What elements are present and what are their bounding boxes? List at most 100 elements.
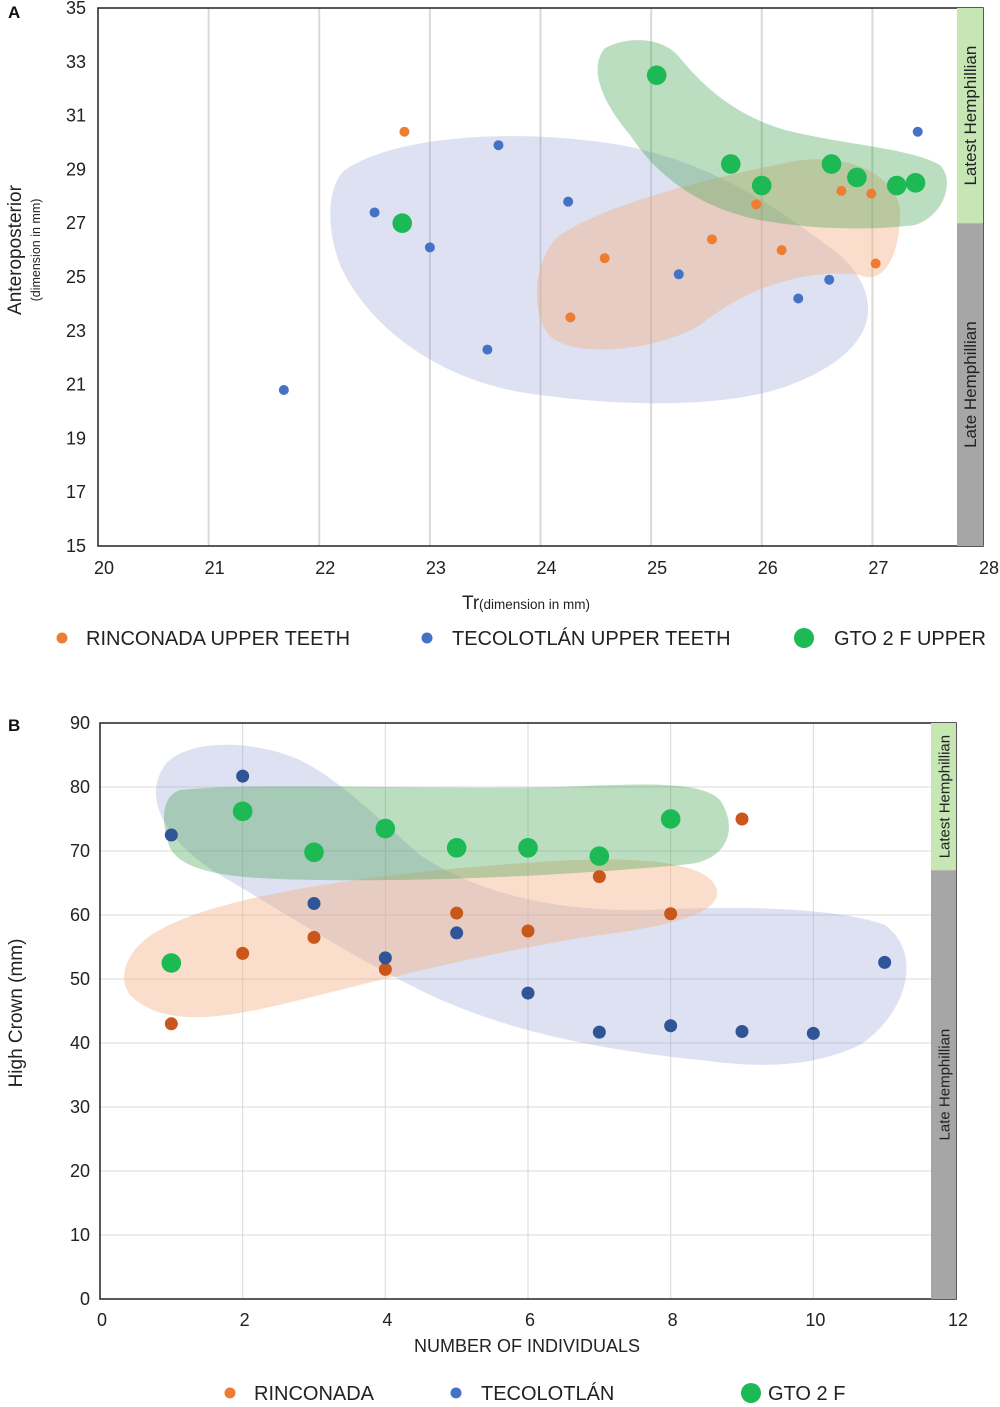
panel-a-point-rinconada: [751, 199, 762, 210]
panel-a-band-late: [957, 223, 983, 546]
panel-b-point-tecolotlan: [878, 955, 892, 969]
panel-a-grid: [207, 8, 874, 546]
panel-b-ytick-label: 40: [70, 1033, 90, 1053]
rinconada-envelope-a: [536, 159, 901, 350]
legend-rinconada-upper-label: RINCONADA UPPER TEETH: [86, 628, 350, 650]
panel-b-point-rinconada: [450, 906, 464, 920]
panel-a-ytick-label: 21: [66, 375, 86, 395]
panel-b-band-label: Late Hemphillian: [937, 1029, 954, 1141]
panel-a-xtick-label: 27: [868, 558, 888, 578]
panel-a-xtick-label: 23: [426, 558, 446, 578]
panel-a-point-tecolotlan: [424, 242, 435, 253]
panel-b-tick-labels: 0 2 4 6 8 10 12 0 10 20 30 40 50 60 70 80 90: [70, 713, 968, 1330]
panel-a-point-gto: [646, 65, 667, 86]
panel-b-points: [161, 769, 892, 1040]
panel-b-ylabel: High Crown (mm): [6, 939, 27, 1088]
panel-a: A Latest Hemphillian Late Hemphillian 20 2…: [5, 0, 999, 650]
panel-b-point-tecolotlan: [236, 769, 250, 783]
panel-a-point-gto: [847, 167, 867, 188]
panel-a-band-latest: [957, 8, 983, 224]
panel-a-xtick-label: 22: [315, 558, 335, 578]
rinconada-envelope-b: [124, 859, 718, 1018]
panel-a-point-gto: [886, 175, 907, 196]
panel-a-ytick-label: 31: [66, 106, 86, 126]
panel-b-xtick-label: 12: [948, 1310, 968, 1330]
panel-a-point-gto: [720, 154, 741, 174]
panel-a-ytick-label: 33: [66, 52, 86, 72]
panel-a-label: A: [8, 3, 20, 22]
panel-a-xlabel-main: Tr: [462, 593, 480, 614]
panel-b-point-tecolotlan: [806, 1026, 820, 1040]
panel-a-xtick-label: 26: [758, 558, 778, 578]
panel-b-hulls: [124, 744, 907, 1065]
legend-tecolotlan-marker: [450, 1387, 462, 1399]
panel-a-ylabel-sub: (dimension in mm): [29, 199, 43, 302]
legend-gto-upper-label: GTO 2 F UPPER: [834, 628, 986, 650]
panel-b-point-tecolotlan: [592, 1025, 606, 1039]
panel-b-ytick-label: 10: [70, 1225, 90, 1245]
panel-a-ytick-label: 17: [66, 482, 86, 502]
panel-b-point-gto: [161, 953, 182, 973]
panel-b: B Latest Hemphillian Late Hemphillian 0 2 4…: [6, 713, 968, 1405]
panel-a-tick-labels: 20 21 22 23 24 25 26 27 28 15 17 19 21 23 25 27 29 31 33 35: [66, 0, 999, 578]
panel-a-point-rinconada: [706, 234, 717, 245]
panel-a-xlabel-sub: (dimension in mm): [479, 597, 590, 612]
panel-a-band-label: Latest Hemphillian: [961, 46, 980, 186]
panel-a-point-tecolotlan: [824, 274, 835, 285]
panel-b-band-late: [931, 870, 956, 1299]
panel-a-point-tecolotlan: [912, 126, 923, 137]
panel-a-xtick-label: 28: [979, 558, 999, 578]
panel-b-point-tecolotlan: [735, 1024, 749, 1038]
panel-a-point-tecolotlan: [673, 269, 684, 280]
panel-b-point-tecolotlan: [450, 926, 464, 940]
panel-a-point-tecolotlan: [369, 207, 380, 218]
panel-b-point-tecolotlan: [378, 951, 392, 965]
panel-a-point-gto: [821, 154, 842, 174]
legend-gto-upper-marker: [794, 628, 814, 648]
panel-a-legend: RINCONADA UPPER TEETH TECOLOTLÁN UPPER T…: [56, 627, 986, 650]
panel-b-point-rinconada: [664, 907, 678, 921]
panel-a-point-gto: [392, 213, 413, 233]
panel-b-point-gto: [375, 818, 396, 839]
panel-b-ytick-label: 80: [70, 777, 90, 797]
panel-a-ytick-label: 23: [66, 321, 86, 341]
tecolotlan-envelope-a: [330, 136, 869, 404]
panel-b-legend: RINCONADA TECOLOTLÁN GTO 2 F: [224, 1382, 845, 1405]
panel-a-point-gto: [751, 175, 772, 196]
panel-a-ytick-label: 25: [66, 267, 86, 287]
panel-b-point-rinconada: [164, 1017, 178, 1031]
panel-b-xtick-label: 8: [668, 1310, 678, 1330]
panel-b-xtick-label: 2: [240, 1310, 250, 1330]
panel-a-point-tecolotlan: [793, 293, 804, 304]
panel-a-band-label: Late Hemphillian: [961, 321, 980, 448]
panel-b-point-tecolotlan: [164, 828, 178, 842]
panel-b-point-tecolotlan: [307, 896, 321, 910]
legend-rinconada-upper-marker: [56, 632, 68, 644]
panel-a-point-rinconada: [399, 126, 410, 137]
panel-a-ytick-label: 19: [66, 428, 86, 448]
panel-a-point-rinconada: [870, 258, 881, 269]
panel-b-point-gto: [589, 846, 610, 866]
panel-b-xtick-label: 4: [382, 1310, 392, 1330]
panel-b-point-gto: [518, 838, 538, 858]
panel-b-point-rinconada: [592, 870, 606, 884]
panel-b-ytick-label: 90: [70, 713, 90, 733]
panel-a-xtick-label: 25: [647, 558, 667, 578]
panel-a-hulls: [330, 40, 947, 404]
panel-a-point-tecolotlan: [493, 140, 504, 151]
legend-tecolotlan-label: TECOLOTLÁN: [481, 1382, 614, 1405]
panel-b-xtick-label: 10: [805, 1310, 825, 1330]
panel-a-point-rinconada: [866, 188, 877, 199]
panel-b-band-latest: [931, 723, 956, 871]
panel-a-point-rinconada: [599, 253, 610, 264]
panel-b-ytick-label: 0: [80, 1289, 90, 1309]
panel-b-point-gto: [446, 838, 467, 858]
panel-b-ytick-label: 60: [70, 905, 90, 925]
panel-b-band-label: Latest Hemphillian: [937, 735, 954, 858]
panel-b-label: B: [8, 716, 20, 735]
panel-b-xtick-label: 0: [97, 1310, 107, 1330]
legend-gto-marker: [741, 1383, 761, 1403]
panel-a-xtick-label: 20: [94, 558, 114, 578]
legend-tecolotlan-upper-marker: [421, 632, 433, 644]
panel-b-ytick-label: 20: [70, 1161, 90, 1181]
